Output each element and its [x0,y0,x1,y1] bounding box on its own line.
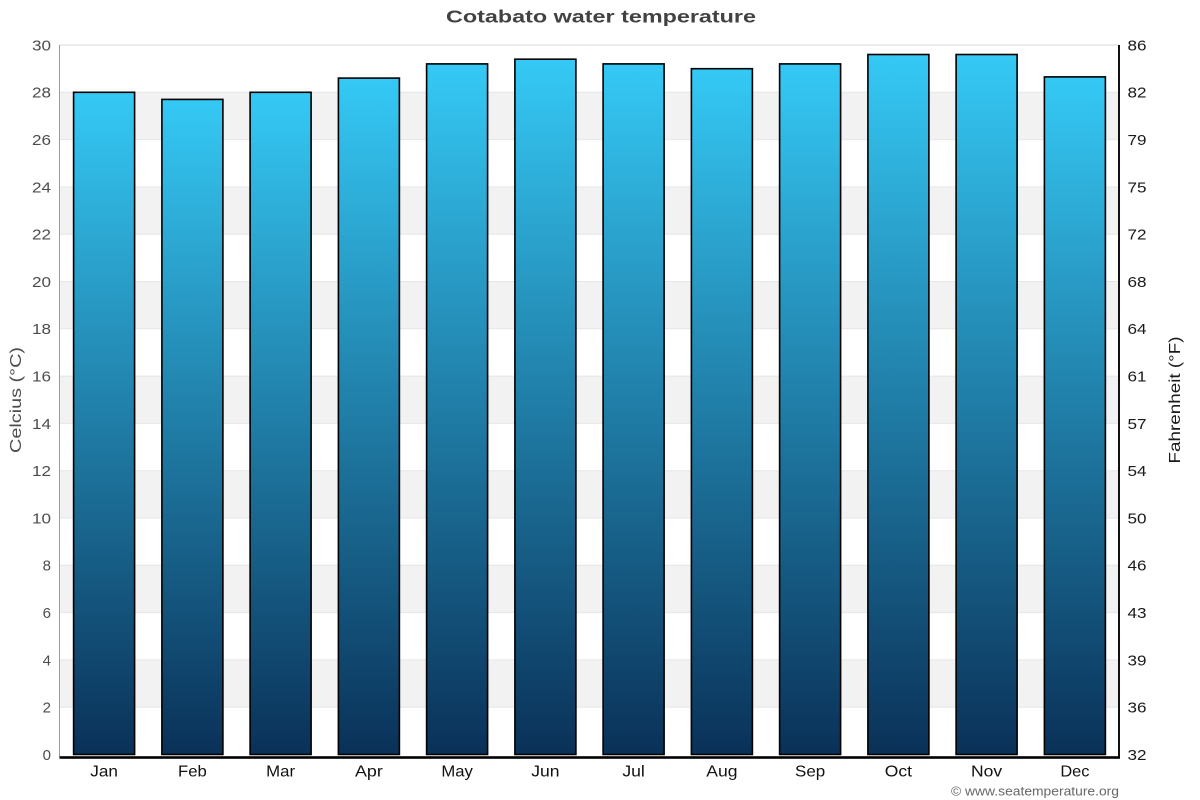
svg-text:14: 14 [32,416,51,433]
svg-text:4: 4 [43,652,51,669]
svg-text:20: 20 [32,274,51,291]
svg-text:Jul: Jul [622,764,645,781]
svg-text:86: 86 [1128,37,1147,54]
svg-text:26: 26 [32,132,51,149]
svg-text:Mar: Mar [266,764,296,781]
svg-text:28: 28 [32,85,51,102]
svg-text:64: 64 [1128,321,1147,338]
svg-text:Jun: Jun [531,764,559,781]
svg-text:30: 30 [32,37,51,54]
svg-text:75: 75 [1128,179,1147,196]
svg-text:82: 82 [1128,85,1147,102]
svg-text:Cotabato water temperature: Cotabato water temperature [446,7,756,27]
svg-text:10: 10 [32,510,51,527]
svg-text:61: 61 [1128,369,1147,386]
svg-text:18: 18 [32,321,51,338]
svg-text:Nov: Nov [971,764,1002,781]
svg-text:Apr: Apr [355,764,384,781]
svg-text:May: May [441,764,473,781]
svg-text:46: 46 [1128,558,1147,575]
svg-text:32: 32 [1128,747,1147,764]
svg-text:39: 39 [1128,652,1147,669]
svg-text:68: 68 [1128,274,1147,291]
svg-text:Oct: Oct [885,764,913,781]
svg-text:Celcius (°C): Celcius (°C) [8,347,25,453]
svg-text:36: 36 [1128,700,1147,717]
svg-text:Jan: Jan [90,764,118,781]
svg-text:Sep: Sep [795,764,825,781]
svg-text:22: 22 [32,227,51,244]
svg-text:50: 50 [1128,510,1147,527]
svg-text:Fahrenheit (°F): Fahrenheit (°F) [1167,337,1184,464]
svg-text:6: 6 [43,605,51,622]
svg-text:57: 57 [1128,416,1147,433]
svg-text:0: 0 [43,747,51,764]
svg-text:Dec: Dec [1060,764,1089,781]
svg-text:16: 16 [32,369,51,386]
svg-text:72: 72 [1128,227,1147,244]
svg-text:24: 24 [32,179,51,196]
svg-text:© www.seatemperature.org: © www.seatemperature.org [951,784,1119,799]
svg-text:43: 43 [1128,605,1147,622]
svg-text:12: 12 [32,463,51,480]
svg-text:Feb: Feb [178,764,207,781]
svg-text:2: 2 [43,700,51,717]
svg-text:Aug: Aug [706,764,737,781]
svg-text:79: 79 [1128,132,1147,149]
svg-text:54: 54 [1128,463,1147,480]
svg-text:8: 8 [43,558,51,575]
